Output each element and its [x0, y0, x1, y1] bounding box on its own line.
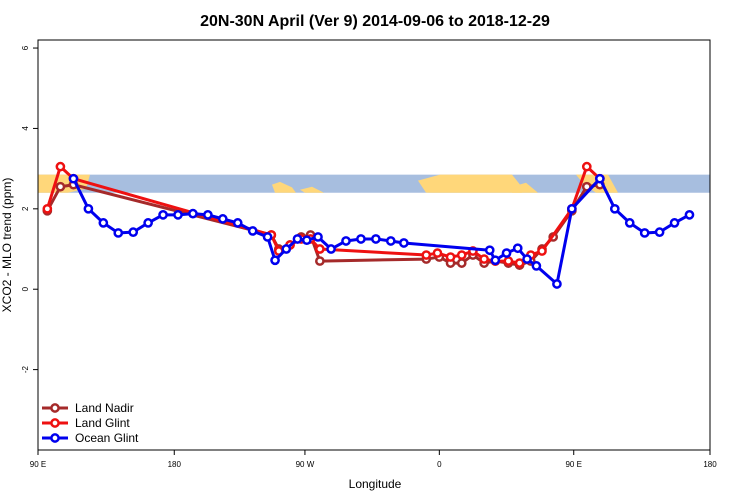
series-layer — [42, 161, 695, 289]
data-point — [42, 203, 53, 214]
data-point — [173, 210, 183, 220]
data-point — [292, 234, 303, 244]
data-point — [669, 218, 680, 228]
data-point — [512, 243, 523, 254]
data-point — [456, 258, 467, 268]
data-point — [281, 244, 292, 254]
y-tick-label: 4 — [21, 126, 30, 131]
data-point — [609, 203, 620, 214]
legend-item: Land Nadir — [42, 401, 134, 415]
data-point — [55, 181, 66, 192]
data-point — [537, 246, 547, 256]
data-point — [456, 250, 467, 260]
data-point — [371, 234, 381, 244]
map-land — [300, 186, 324, 193]
data-point — [203, 210, 213, 220]
data-point — [217, 214, 228, 224]
data-point — [385, 236, 396, 246]
data-point — [445, 252, 456, 262]
data-point — [581, 161, 592, 172]
data-point — [684, 210, 695, 220]
legend-marker — [50, 418, 60, 428]
data-point — [247, 226, 258, 236]
plot-frame — [37, 39, 711, 451]
y-tick-label: -2 — [21, 366, 30, 374]
data-point — [567, 203, 577, 214]
legend-item: Ocean Glint — [42, 431, 139, 445]
x-tick-label: 0 — [437, 460, 442, 469]
data-point — [514, 258, 525, 268]
data-point — [262, 232, 273, 242]
chart-title: 20N-30N April (Ver 9) 2014-09-06 to 2018… — [200, 13, 550, 30]
legend-label: Ocean Glint — [75, 431, 139, 445]
map-ocean — [38, 174, 710, 193]
data-point — [484, 245, 495, 256]
series-line — [72, 177, 691, 286]
data-point — [490, 255, 501, 266]
data-point — [356, 234, 366, 244]
data-point — [531, 261, 542, 271]
data-point — [301, 235, 312, 246]
map-land — [512, 182, 538, 193]
data-point — [313, 232, 323, 242]
x-axis: 90 E 180 90 W 0 90 E 180 — [30, 450, 717, 469]
x-tick-label: 90 E — [30, 460, 46, 469]
x-tick-label: 180 — [168, 460, 182, 469]
data-point — [552, 279, 562, 289]
map-land — [418, 174, 522, 193]
y-tick-label: 6 — [21, 45, 30, 50]
data-point — [341, 236, 351, 246]
data-point — [315, 256, 325, 266]
y-tick-label: 0 — [21, 286, 30, 291]
y-tick-label: 2 — [21, 206, 30, 211]
x-tick-label: 90 E — [565, 460, 581, 469]
map-land — [272, 181, 296, 193]
data-point — [326, 244, 336, 254]
legend-label: Land Glint — [75, 416, 130, 430]
data-point — [113, 228, 124, 238]
y-axis: -2 0 2 4 6 — [21, 45, 38, 373]
x-tick-label: 180 — [703, 460, 717, 469]
data-point — [421, 250, 432, 260]
data-point — [479, 254, 489, 264]
data-point — [143, 218, 153, 228]
data-point — [624, 218, 635, 228]
data-point — [68, 173, 79, 184]
legend-item: Land Glint — [42, 416, 130, 430]
data-point — [98, 218, 109, 228]
data-point — [128, 227, 139, 237]
data-point — [639, 228, 650, 238]
data-point — [232, 218, 243, 228]
data-point — [522, 254, 532, 264]
legend-label: Land Nadir — [75, 401, 134, 415]
data-point — [55, 161, 66, 172]
data-point — [501, 248, 512, 258]
series-line — [46, 183, 601, 267]
data-point — [595, 173, 605, 184]
data-point — [503, 256, 514, 266]
series-2 — [68, 173, 695, 289]
data-point — [158, 210, 168, 220]
legend-marker — [50, 433, 60, 443]
data-point — [399, 238, 409, 248]
data-point — [188, 208, 198, 219]
y-axis-label: XCO2 - MLO trend (ppm) — [0, 178, 14, 313]
data-point — [83, 203, 94, 214]
data-point — [315, 244, 325, 254]
x-tick-label: 90 W — [296, 460, 315, 469]
world-map-band — [38, 174, 710, 193]
x-axis-label: Longitude — [349, 477, 402, 491]
data-point — [432, 248, 443, 258]
legend-marker — [50, 403, 60, 413]
data-point — [270, 255, 280, 266]
data-point — [654, 227, 665, 237]
